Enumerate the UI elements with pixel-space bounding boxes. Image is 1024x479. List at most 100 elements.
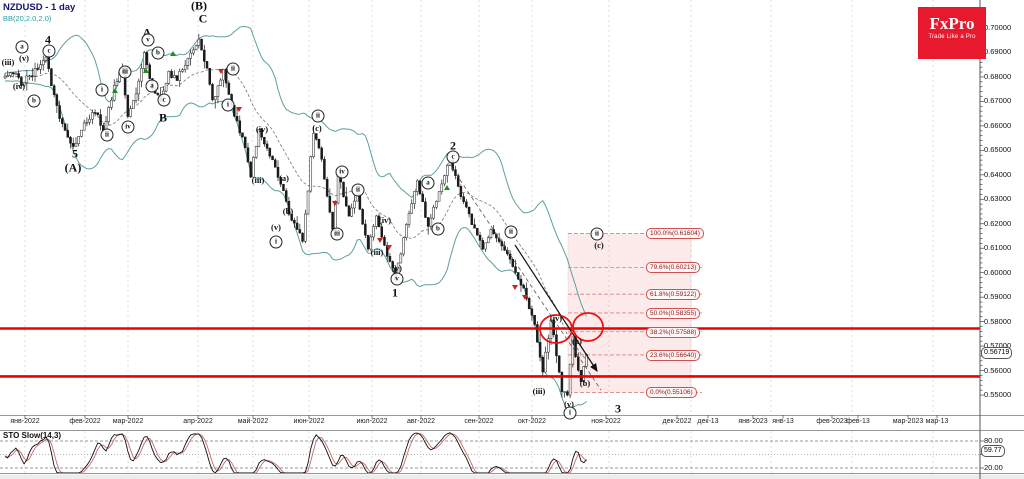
price-axis-label: 0.69000	[984, 47, 1012, 57]
time-axis-label[interactable]: дек-13	[697, 418, 719, 425]
wave-label-major: B	[158, 110, 168, 125]
time-axis-label[interactable]: янв-2023	[738, 418, 768, 425]
price-axis-label: 0.55000	[984, 390, 1012, 400]
time-axis-label[interactable]: мар-2022	[112, 418, 144, 425]
fib-level-label: 38.2%(0.57588)	[646, 326, 701, 338]
stoch-signal-line	[4, 433, 587, 473]
wave-label-circled: c	[157, 93, 171, 107]
time-axis-label[interactable]: авг-2022	[406, 418, 436, 425]
wave-label-circled: i	[269, 235, 283, 249]
wave-label-paren: (v)	[19, 53, 29, 63]
wave-label-circled: ii	[504, 225, 518, 239]
time-axis-label[interactable]: фев-13	[846, 418, 870, 425]
stoch-scale-label: 20.00	[984, 463, 1003, 472]
buy-arrow-icon	[170, 51, 176, 56]
stoch-layer	[0, 431, 980, 473]
stoch-main-line	[4, 432, 587, 473]
wave-label-major: A	[142, 25, 152, 40]
fib-level-label: 0.0%(0.55106)	[646, 387, 697, 399]
wave-label-circled: ii	[351, 183, 365, 197]
wave-label-major: (A)	[64, 160, 82, 175]
wave-label-major: 2	[450, 138, 456, 153]
price-axis-label: 0.59000	[984, 292, 1012, 302]
fxpro-logo-text: FxPro	[929, 14, 975, 33]
wave-label-circled: c	[42, 44, 56, 58]
main-chart-layer	[0, 0, 980, 415]
price-axis-label: 0.57000	[984, 341, 1012, 351]
sell-arrow-icon	[377, 238, 383, 243]
price-axis-label: 0.66000	[984, 120, 1012, 130]
wave-label-paren: (iv)	[255, 124, 269, 134]
wave-label-major: 4	[45, 32, 51, 47]
wave-label-paren: (v)	[392, 263, 402, 273]
wave-label-paren: (a)	[572, 336, 582, 346]
sell-arrow-icon	[386, 245, 392, 250]
wave-label-major: (B)	[191, 0, 207, 13]
wave-label-paren: (iii)	[1, 57, 15, 67]
time-axis-label[interactable]: дек-2022	[662, 418, 692, 425]
fib-level-label: 79.6%(0.60213)	[646, 262, 701, 274]
time-axis-label[interactable]: окт-2022	[517, 418, 547, 425]
wave-label-paren: (v)	[564, 399, 574, 409]
wave-label-circled: i	[221, 98, 235, 112]
sell-arrow-icon	[512, 285, 518, 290]
buy-arrow-icon	[143, 68, 149, 73]
buy-arrow-icon	[444, 185, 450, 190]
wave-label-circled: iv	[121, 120, 135, 134]
stoch-indicator-label: STO Slow(14,3)	[3, 431, 62, 440]
stoch-scale-label: 80.00	[984, 436, 1003, 445]
time-axis-label[interactable]: фев-2022	[69, 418, 101, 425]
fxpro-logo: FxPro Trade Like a Pro	[918, 7, 986, 59]
wave-label-paren: (iii)	[532, 386, 546, 396]
wave-label-circled: b	[27, 94, 41, 108]
wave-label-circled: a	[421, 176, 435, 190]
time-axis-label[interactable]: янв-2022	[10, 418, 40, 425]
wave-label-major: 3	[615, 401, 621, 416]
sell-arrow-icon	[332, 201, 338, 206]
buy-arrow-icon	[112, 88, 118, 93]
current-price-bubble: 0.56719	[981, 347, 1013, 360]
time-axis-label[interactable]: фев-2023	[816, 418, 848, 425]
price-axis-label: 0.58000	[984, 316, 1012, 326]
wave-label-circled: ii	[226, 62, 240, 76]
price-axis-label: 0.67000	[984, 96, 1012, 106]
sell-arrow-icon	[236, 107, 242, 112]
time-axis-label[interactable]: апр-2022	[183, 418, 213, 425]
price-axis-label: 0.63000	[984, 194, 1012, 204]
time-axis-label[interactable]: июл-2022	[356, 418, 388, 425]
time-axis-label[interactable]: мар-13	[925, 418, 949, 425]
projection-arrow	[514, 244, 598, 373]
wave-label-paren: (a)	[279, 173, 289, 183]
wave-label-circled: b	[431, 222, 445, 236]
sell-arrow-icon	[218, 69, 224, 74]
wave-label-circled: a	[15, 40, 29, 54]
symbol-title: NZDUSD - 1 day	[3, 2, 76, 13]
price-axis-label: 0.61000	[984, 243, 1012, 253]
time-axis-label[interactable]: мар-2023	[892, 418, 924, 425]
time-axis-label[interactable]: сен-2022	[464, 418, 494, 425]
wave-label-circled: iv	[335, 165, 349, 179]
wave-label-circled: iii	[330, 227, 344, 241]
price-axis-label: 0.64000	[984, 169, 1012, 179]
bollinger-middle	[4, 68, 587, 360]
wave-label-paren: (iv)	[12, 81, 26, 91]
wave-label-circled: ii	[100, 128, 114, 142]
wave-label-major: 5	[72, 146, 78, 161]
fxpro-logo-tagline: Trade Like a Pro	[928, 34, 976, 40]
price-axis-label: 0.68000	[984, 71, 1012, 81]
time-axis-label[interactable]: июн-2022	[293, 418, 325, 425]
indicator-label: BB(20,2.0,2.0)	[3, 14, 52, 23]
time-axis-label[interactable]: май-2022	[237, 418, 269, 425]
price-axis-label: 0.56000	[984, 365, 1012, 375]
wave-label-circled: ii	[311, 109, 325, 123]
sell-arrow-icon	[522, 295, 528, 300]
fib-level-label: 100.0%(0.61604)	[646, 228, 704, 240]
time-axis-label[interactable]: янв-13	[772, 418, 794, 425]
time-axis-label[interactable]: ноя-2022	[591, 418, 621, 425]
wave-label-circled: b	[151, 46, 165, 60]
price-axis-label: 0.70000	[984, 23, 1012, 32]
wave-label-paren: (b)	[579, 378, 591, 388]
wave-label-paren: (b)	[282, 206, 294, 216]
wave-label-major: C	[198, 11, 208, 26]
